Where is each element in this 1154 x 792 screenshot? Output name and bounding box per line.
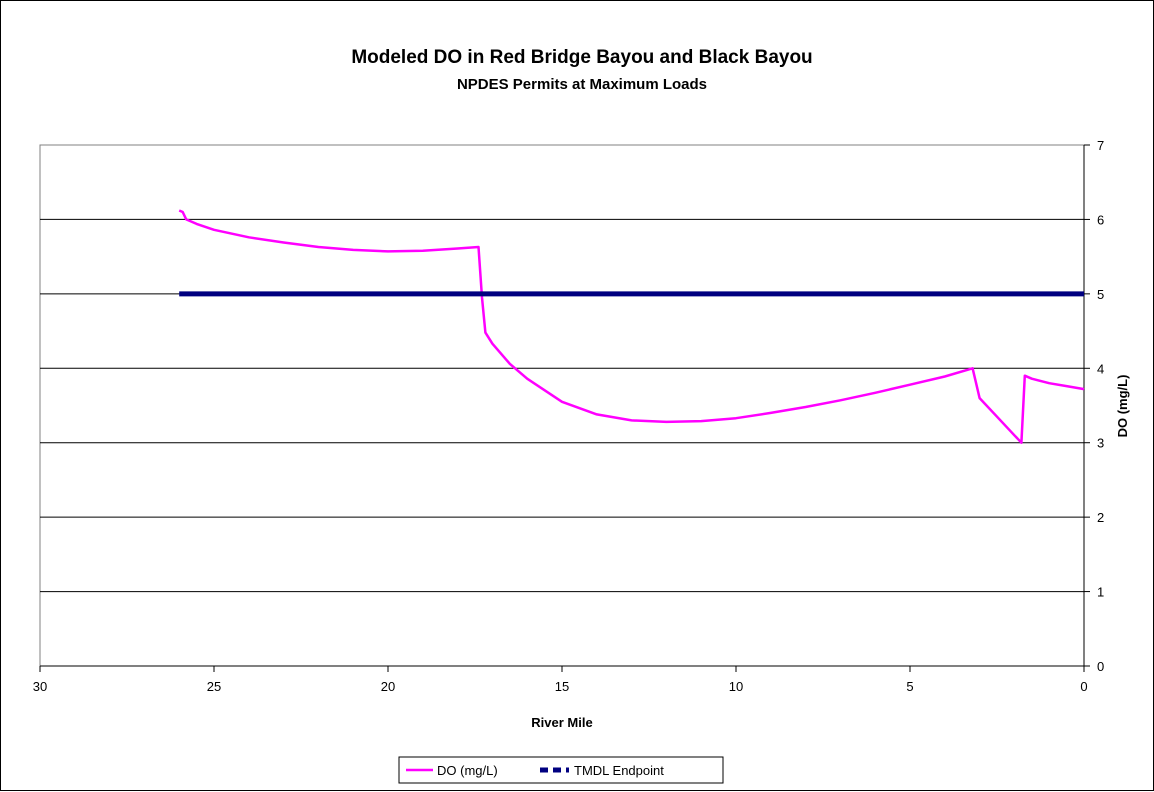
- x-tick-label-30: 30: [33, 679, 47, 694]
- x-tick-label-15: 15: [555, 679, 569, 694]
- series-layer: [178, 209, 1085, 444]
- chart-subtitle: NPDES Permits at Maximum Loads: [457, 76, 707, 93]
- y-axis: 0 1 2 3 4 5 6 7: [1083, 138, 1104, 674]
- y-tick-label-1: 1: [1097, 585, 1104, 600]
- legend: DO (mg/L) TMDL Endpoint: [398, 756, 724, 784]
- x-tick-label-5: 5: [906, 679, 913, 694]
- y-tick-label-6: 6: [1097, 212, 1104, 227]
- y-tick-label-5: 5: [1097, 287, 1104, 302]
- x-tick-label-20: 20: [381, 679, 395, 694]
- x-axis: 30 25 20 15 10 5 0: [33, 665, 1088, 694]
- y-tick-label-0: 0: [1097, 659, 1104, 674]
- y-tick-label-7: 7: [1097, 138, 1104, 153]
- legend-label-tmdl: TMDL Endpoint: [574, 763, 664, 778]
- y-tick-label-3: 3: [1097, 436, 1104, 451]
- x-tick-label-25: 25: [207, 679, 221, 694]
- y-tick-label-4: 4: [1097, 361, 1104, 376]
- legend-label-do: DO (mg/L): [437, 763, 498, 778]
- y-axis-label: DO (mg/L): [1115, 375, 1130, 438]
- x-axis-label: River Mile: [531, 715, 592, 730]
- plot-area: [39, 144, 1085, 667]
- x-tick-label-0: 0: [1080, 679, 1087, 694]
- chart-title: Modeled DO in Red Bridge Bayou and Black…: [351, 47, 812, 68]
- y-tick-label-2: 2: [1097, 510, 1104, 525]
- series-line-0: [178, 209, 1085, 444]
- x-tick-label-10: 10: [729, 679, 743, 694]
